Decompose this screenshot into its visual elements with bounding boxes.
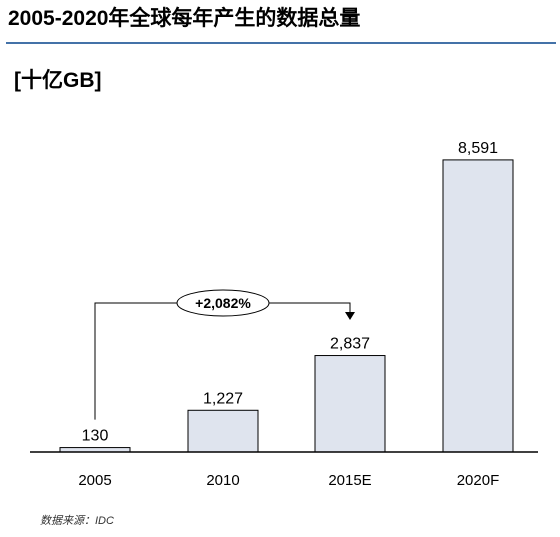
unit-label: [十亿GB] bbox=[14, 69, 102, 92]
x-tick-label-2020F: 2020F bbox=[457, 472, 500, 489]
data-label-2015E: 2,837 bbox=[330, 336, 370, 353]
x-tick-label-2010: 2010 bbox=[206, 472, 239, 489]
data-label-2005: 130 bbox=[82, 428, 109, 445]
growth-arrow-head bbox=[345, 312, 355, 320]
bar-2015E bbox=[314, 355, 386, 453]
x-tick-label-2005: 2005 bbox=[78, 472, 111, 489]
data-label-2020F: 8,591 bbox=[458, 140, 498, 157]
growth-label: +2,082% bbox=[195, 295, 251, 311]
chart-title: 2005-2020年全球每年产生的数据总量 bbox=[8, 7, 361, 30]
bar-2010 bbox=[187, 409, 259, 453]
data-label-2010: 1,227 bbox=[203, 390, 243, 407]
title-divider bbox=[6, 42, 556, 44]
growth-badge bbox=[176, 289, 270, 317]
source-note: 数据来源：IDC bbox=[40, 515, 114, 527]
bar-2020F bbox=[442, 159, 514, 453]
x-tick-label-2015E: 2015E bbox=[328, 472, 371, 489]
